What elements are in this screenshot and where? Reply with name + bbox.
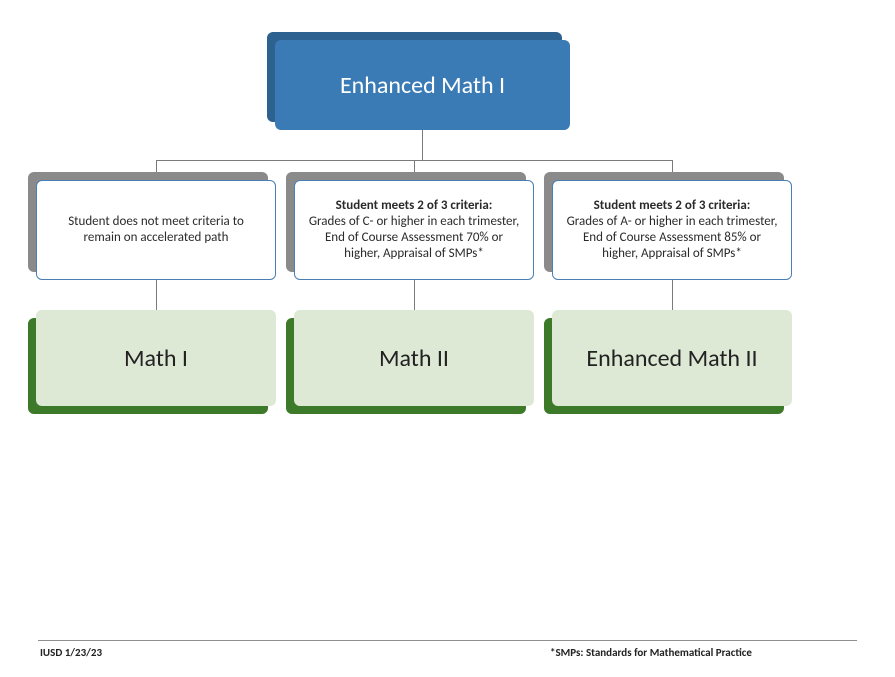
- leaf-label: Enhanced Math II: [586, 344, 757, 373]
- leaf-box-math1: Math I: [36, 310, 276, 406]
- root-node-label: Enhanced Math I: [340, 71, 505, 100]
- criteria-box-2: Student meets 2 of 3 criteria: Grades of…: [294, 180, 534, 280]
- connector-c1-l1: [156, 280, 157, 310]
- criteria-body: Grades of C- or higher in each trimester…: [307, 214, 521, 263]
- connector-root-down: [422, 130, 423, 160]
- leaf-box-enhanced-math2: Enhanced Math II: [552, 310, 792, 406]
- connector-c2-l2: [414, 280, 415, 310]
- leaf-label: Math II: [379, 344, 449, 373]
- footer-divider: [38, 640, 857, 641]
- leaf-label: Math I: [124, 344, 188, 373]
- criteria-box-3: Student meets 2 of 3 criteria: Grades of…: [552, 180, 792, 280]
- criteria-body: Student does not meet criteria to remain…: [49, 214, 263, 247]
- footer-right-text: *SMPs: Standards for Mathematical Practi…: [550, 646, 752, 659]
- criteria-heading: Student meets 2 of 3 criteria:: [336, 198, 493, 214]
- leaf-box-math2: Math II: [294, 310, 534, 406]
- flowchart-canvas: Enhanced Math I Student does not meet cr…: [0, 0, 895, 677]
- criteria-body: Grades of A- or higher in each trimester…: [565, 214, 779, 263]
- footer-left-text: IUSD 1/23/23: [40, 646, 102, 659]
- criteria-box-1: Student does not meet criteria to remain…: [36, 180, 276, 280]
- connector-c3-l3: [672, 280, 673, 310]
- root-node: Enhanced Math I: [275, 40, 570, 130]
- criteria-heading: Student meets 2 of 3 criteria:: [594, 198, 751, 214]
